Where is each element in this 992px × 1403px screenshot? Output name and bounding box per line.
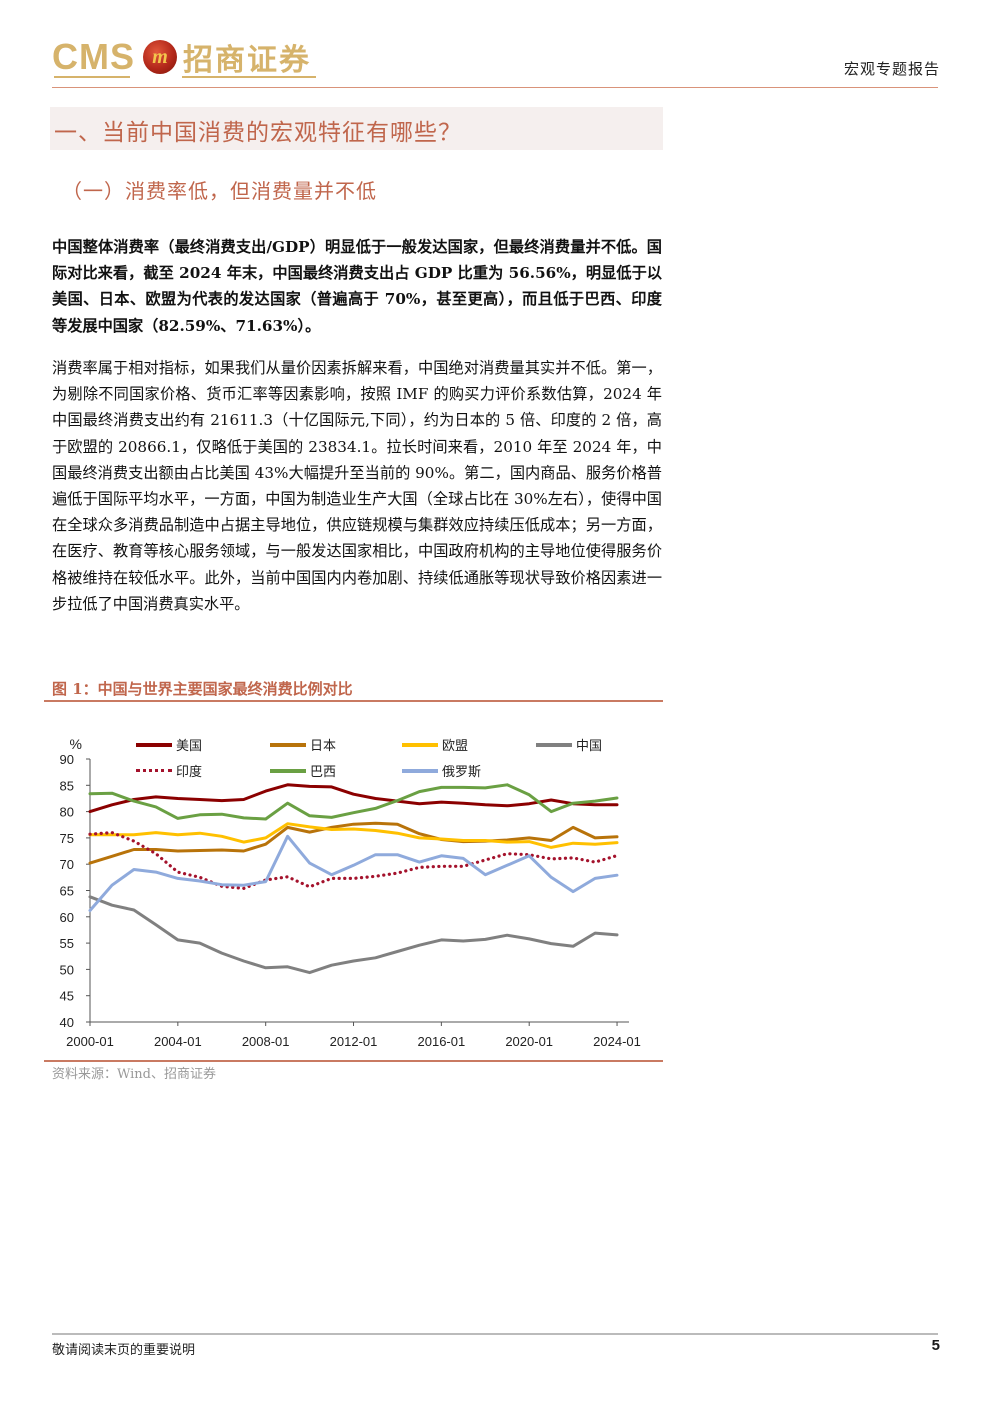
series-line-美国 — [88, 783, 619, 814]
y-tick-label: 45 — [60, 989, 74, 1004]
series-line-俄罗斯 — [88, 834, 619, 912]
footer-divider — [52, 1333, 938, 1335]
legend-item-japan: 日本 — [270, 735, 336, 754]
legend-label: 俄罗斯 — [442, 765, 482, 780]
figure-bottom-rule — [44, 1060, 663, 1062]
legend-item-china: 中国 — [536, 735, 602, 754]
logo-text-cn: 招商证券 — [183, 43, 311, 78]
y-tick-label: 60 — [60, 910, 74, 925]
header-divider — [52, 87, 938, 88]
y-tick-label: 70 — [60, 857, 74, 872]
chart-legend: 美国 日本 欧盟 中国 印度 巴西 俄罗斯 — [86, 735, 646, 785]
page-number: 5 — [931, 1337, 940, 1354]
legend-label: 巴西 — [310, 765, 337, 780]
legend-item-eu: 欧盟 — [402, 735, 468, 754]
footer-disclaimer: 敬请阅读末页的重要说明 — [52, 1343, 196, 1358]
legend-item-brazil: 巴西 — [270, 761, 336, 780]
y-tick-label: 90 — [60, 752, 74, 767]
series-line-欧盟 — [88, 822, 619, 849]
x-tick-label: 2020-01 — [505, 1034, 553, 1049]
legend-swatch — [136, 742, 172, 747]
y-tick-label: 80 — [60, 805, 74, 820]
legend-label: 欧盟 — [442, 739, 469, 754]
body-paragraph: 消费率属于相对指标，如果我们从量价因素拆解来看，中国绝对消费量其实并不低。第一，… — [52, 359, 662, 613]
line-chart: 40 45 50 55 60 65 70 75 80 85 90% 2000-01 2004-01 200… — [60, 736, 641, 1049]
logo-underline — [54, 76, 130, 78]
series-line-日本 — [88, 821, 619, 865]
y-tick-label: 65 — [60, 884, 74, 899]
legend-item-us: 美国 — [136, 735, 202, 754]
y-tick-label: 40 — [60, 1015, 74, 1030]
y-tick-label: 55 — [60, 936, 74, 951]
logo-text-en: CMS — [52, 36, 135, 77]
x-tick-label: 2016-01 — [418, 1034, 466, 1049]
series-line-巴西 — [88, 783, 619, 821]
series-line-中国 — [88, 895, 619, 975]
company-logo: CMS m 招商证券 — [52, 34, 311, 80]
figure-title: 图 1：中国与世界主要国家最终消费比例对比 — [52, 680, 353, 698]
x-tick-label: 2024-01 — [593, 1034, 641, 1049]
subsection-heading: （一）消费率低，但消费量并不低 — [62, 179, 377, 203]
x-tick-label: 2004-01 — [154, 1034, 202, 1049]
legend-label: 日本 — [310, 739, 337, 754]
legend-label: 印度 — [176, 765, 203, 780]
legend-item-russia: 俄罗斯 — [402, 761, 481, 780]
y-tick-label: 50 — [60, 962, 74, 977]
legend-swatch — [402, 768, 438, 773]
logo-badge-icon: m — [143, 40, 177, 74]
logo-underline — [182, 76, 316, 78]
legend-swatch — [270, 742, 306, 747]
summary-paragraph: 中国整体消费率（最终消费支出/GDP）明显低于一般发达国家，但最终消费量并不低。… — [52, 238, 662, 335]
legend-swatch — [402, 742, 438, 747]
figure-source: 资料来源：Wind、招商证券 — [52, 1067, 216, 1082]
y-tick-label: 85 — [60, 778, 74, 793]
legend-label: 美国 — [176, 739, 203, 754]
x-tick-label: 2000-01 — [66, 1034, 114, 1049]
x-tick-label: 2008-01 — [242, 1034, 290, 1049]
series-line-印度 — [88, 830, 619, 890]
legend-swatch — [270, 768, 306, 773]
legend-swatch — [536, 742, 572, 747]
y-axis-unit: % — [70, 736, 82, 752]
y-tick-label: 75 — [60, 831, 74, 846]
figure-top-rule — [44, 700, 663, 702]
section-heading: 一、当前中国消费的宏观特征有哪些？ — [54, 120, 462, 146]
legend-swatch — [136, 769, 172, 772]
report-type: 宏观专题报告 — [843, 60, 940, 78]
x-tick-label: 2012-01 — [330, 1034, 378, 1049]
legend-item-india: 印度 — [136, 761, 202, 780]
section-heading-band — [50, 107, 663, 150]
legend-label: 中国 — [576, 739, 603, 754]
